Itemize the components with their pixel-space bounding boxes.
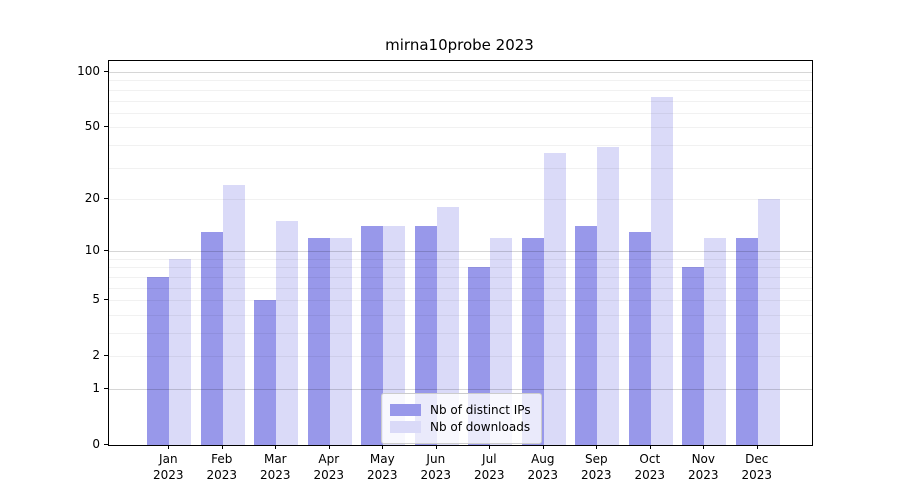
- gridline-3: [109, 333, 812, 334]
- gridline-100: [109, 72, 812, 73]
- legend-swatch-downloads: [390, 421, 421, 433]
- y-tick-label-0: 0: [92, 437, 100, 451]
- x-tick-mark: [756, 445, 758, 449]
- gridline-8: [109, 267, 812, 269]
- x-tick-mark: [382, 445, 384, 449]
- x-tick-label-may: May 2023: [367, 452, 398, 482]
- y-tick-label-100: 100: [77, 64, 100, 78]
- gridline-5: [109, 300, 812, 302]
- gridline-40: [109, 144, 812, 146]
- chart-title: mirna10probe 2023: [385, 36, 534, 54]
- y-tick-mark: [104, 355, 108, 357]
- bar-apr-nb-of-downloads: [329, 237, 352, 445]
- bar-apr-nb-of-distinct-ips: [307, 237, 330, 445]
- legend-item-downloads: Nb of downloads: [390, 420, 531, 434]
- x-tick-label-jul: Jul 2023: [474, 452, 505, 482]
- bar-may-nb-of-downloads: [383, 226, 406, 445]
- legend-label-downloads: Nb of downloads: [430, 420, 531, 434]
- x-tick-label-jun: Jun 2023: [420, 452, 452, 482]
- gridline-6: [109, 287, 812, 289]
- legend: Nb of distinct IPs Nb of downloads: [381, 393, 542, 444]
- bar-jan-nb-of-downloads: [169, 258, 192, 445]
- gridline-7: [109, 276, 812, 278]
- x-tick-mark: [596, 445, 598, 449]
- bar-jan-nb-of-distinct-ips: [147, 276, 170, 445]
- gridline-4: [109, 314, 812, 316]
- y-tick-mark: [104, 299, 108, 301]
- bar-feb-nb-of-distinct-ips: [200, 231, 223, 445]
- y-tick-mark: [104, 444, 108, 445]
- y-tick-mark: [104, 126, 108, 128]
- gridline-2: [109, 356, 812, 358]
- bar-oct-nb-of-downloads: [650, 97, 673, 445]
- x-tick-mark: [489, 445, 491, 449]
- bar-jun-nb-of-downloads: [436, 207, 459, 445]
- x-tick-mark: [703, 445, 705, 449]
- gridline-30: [109, 167, 812, 169]
- x-tick-mark: [649, 445, 651, 449]
- x-tick-label-dec: Dec 2023: [741, 452, 773, 482]
- bar-dec-nb-of-downloads: [757, 198, 780, 445]
- x-tick-mark: [221, 445, 223, 449]
- bar-oct-nb-of-distinct-ips: [628, 231, 651, 445]
- x-tick-label-feb: Feb 2023: [206, 452, 238, 482]
- gridline-60: [109, 112, 812, 114]
- x-tick-label-sep: Sep 2023: [581, 452, 612, 482]
- x-tick-label-apr: Apr 2023: [313, 452, 345, 482]
- x-tick-mark: [275, 445, 277, 449]
- y-tick-label-2: 2: [92, 348, 100, 363]
- plot-area: Nb of distinct IPs Nb of downloads: [108, 60, 813, 446]
- bar-sep-nb-of-distinct-ips: [575, 226, 598, 445]
- y-tick-mark: [104, 250, 108, 252]
- gridline-80: [109, 89, 812, 91]
- bar-may-nb-of-distinct-ips: [361, 226, 384, 445]
- x-tick-label-mar: Mar 2023: [260, 452, 291, 482]
- bar-nov-nb-of-distinct-ips: [682, 267, 705, 445]
- gridline-10: [109, 251, 812, 253]
- legend-swatch-distinct-ips: [390, 404, 421, 416]
- gridline-70: [109, 100, 812, 102]
- gridline-1: [109, 389, 812, 390]
- y-tick-mark: [104, 388, 108, 389]
- gridline-90: [109, 80, 812, 82]
- x-tick-mark: [435, 445, 437, 449]
- gridline-9: [109, 258, 812, 260]
- x-tick-label-jan: Jan 2023: [153, 452, 184, 482]
- x-tick-mark: [542, 445, 544, 449]
- gridline-50: [109, 127, 812, 129]
- y-tick-mark: [104, 197, 108, 199]
- x-tick-label-oct: Oct 2023: [634, 452, 666, 482]
- y-tick-label-5: 5: [92, 292, 100, 307]
- bar-dec-nb-of-distinct-ips: [735, 237, 758, 445]
- y-tick-label-10: 10: [84, 243, 100, 258]
- bar-nov-nb-of-downloads: [704, 237, 727, 445]
- y-tick-label-50: 50: [84, 119, 100, 134]
- y-tick-label-20: 20: [84, 190, 100, 205]
- bar-mar-nb-of-distinct-ips: [254, 300, 277, 445]
- x-tick-mark: [168, 445, 170, 449]
- bar-aug-nb-of-downloads: [543, 153, 566, 445]
- bar-jun-nb-of-distinct-ips: [414, 226, 437, 445]
- x-tick-mark: [328, 445, 330, 449]
- gridline-20: [109, 198, 812, 200]
- legend-item-distinct-ips: Nb of distinct IPs: [390, 403, 531, 417]
- bar-feb-nb-of-downloads: [222, 184, 245, 445]
- y-tick-label-1: 1: [92, 381, 100, 395]
- bar-mar-nb-of-downloads: [276, 220, 299, 445]
- x-tick-label-nov: Nov 2023: [688, 452, 719, 482]
- bar-sep-nb-of-downloads: [597, 146, 620, 445]
- y-tick-mark: [104, 71, 108, 72]
- x-tick-label-aug: Aug 2023: [527, 452, 559, 482]
- legend-label-distinct-ips: Nb of distinct IPs: [430, 403, 531, 417]
